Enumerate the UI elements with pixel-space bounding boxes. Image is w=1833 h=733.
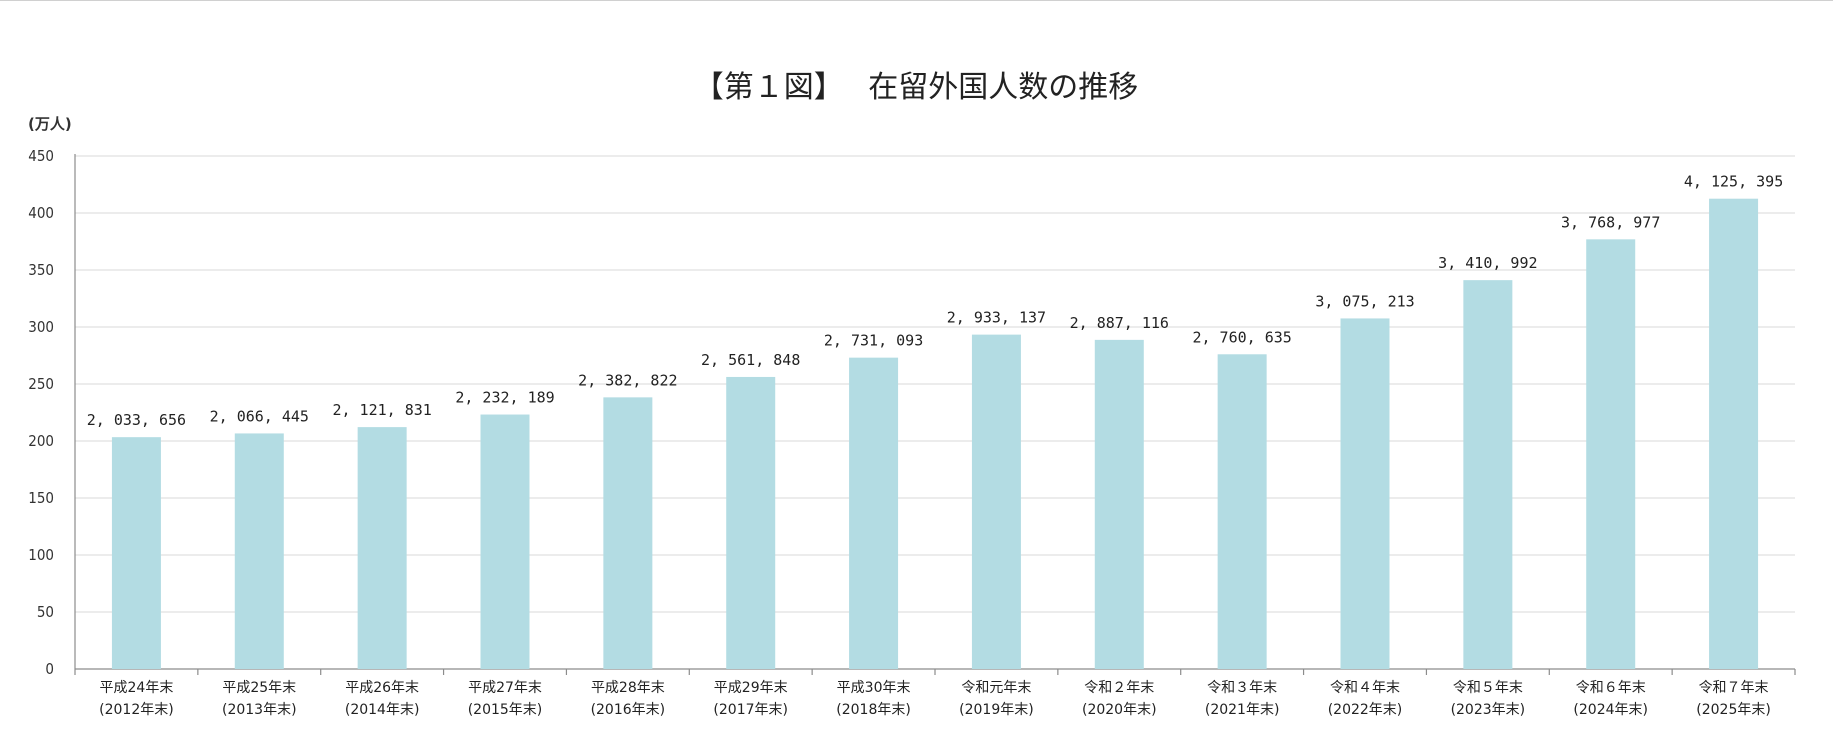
bar	[357, 427, 407, 669]
x-tick-label: 平成29年末	[714, 680, 788, 696]
y-tick-label: 150	[28, 489, 54, 507]
bar	[1340, 318, 1390, 669]
data-label: 2, 033, 656	[87, 411, 186, 429]
data-label: 2, 066, 445	[210, 407, 309, 425]
bar	[603, 397, 653, 669]
chart-title: 【第１図】 在留外国人数の推移	[694, 70, 1139, 105]
data-label: 2, 382, 822	[578, 371, 677, 389]
data-label: 2, 121, 831	[332, 401, 431, 419]
y-tick-label: 200	[28, 432, 54, 450]
x-tick-label-year: (2023年末)	[1451, 702, 1526, 718]
y-tick-label: 100	[28, 546, 54, 564]
bar	[1094, 339, 1144, 669]
x-tick-label-year: (2014年末)	[345, 702, 420, 718]
x-tick-label: 平成26年末	[345, 680, 419, 696]
y-tick-label: 350	[28, 261, 54, 279]
bar	[1217, 354, 1267, 669]
bar	[480, 414, 530, 669]
data-label: 4, 125, 395	[1684, 173, 1783, 191]
data-label: 2, 731, 093	[824, 332, 923, 350]
bar	[849, 357, 899, 669]
data-label: 3, 075, 213	[1315, 292, 1414, 310]
y-tick-label: 250	[28, 375, 54, 393]
bar	[234, 433, 284, 669]
x-tick-label: 令和４年末	[1330, 680, 1400, 696]
data-label: 3, 768, 977	[1561, 213, 1660, 231]
x-tick-label-year: (2021年末)	[1205, 702, 1280, 718]
y-tick-label: 400	[28, 204, 54, 222]
x-tick-label: 平成28年末	[591, 680, 665, 696]
bar	[1586, 239, 1636, 670]
bar	[1463, 280, 1513, 669]
x-tick-label-year: (2016年末)	[591, 702, 666, 718]
x-tick-label-year: (2012年末)	[99, 702, 174, 718]
data-label: 2, 760, 635	[1192, 328, 1291, 346]
x-tick-label: 平成27年末	[468, 680, 542, 696]
y-tick-label: 0	[45, 660, 54, 678]
x-tick-label: 平成24年末	[100, 680, 174, 696]
x-tick-label: 令和３年末	[1207, 680, 1277, 696]
x-tick-label-year: (2024年末)	[1573, 702, 1648, 718]
data-label: 3, 410, 992	[1438, 254, 1537, 272]
bar	[971, 334, 1021, 669]
y-tick-label: 50	[37, 603, 54, 621]
x-tick-label-year: (2019年末)	[959, 702, 1034, 718]
x-tick-label: 令和７年末	[1699, 680, 1769, 696]
y-tick-label: 300	[28, 318, 54, 336]
bar	[1709, 198, 1759, 670]
x-tick-label: 令和６年末	[1576, 680, 1646, 696]
x-tick-label-year: (2013年末)	[222, 702, 297, 718]
bar	[726, 376, 776, 669]
x-tick-label: 令和５年末	[1453, 680, 1523, 696]
x-tick-label-year: (2022年末)	[1328, 702, 1403, 718]
x-tick-label: 平成30年末	[837, 680, 911, 696]
data-label: 2, 232, 189	[455, 389, 554, 407]
x-tick-label-year: (2018年末)	[836, 702, 911, 718]
bar	[111, 437, 161, 669]
x-tick-label-year: (2020年末)	[1082, 702, 1157, 718]
x-tick-label-year: (2017年末)	[713, 702, 788, 718]
data-label: 2, 887, 116	[1070, 314, 1169, 332]
y-axis-unit-label: (万人)	[28, 115, 72, 133]
x-tick-label: 平成25年末	[222, 680, 296, 696]
data-label: 2, 561, 848	[701, 351, 800, 369]
data-label: 2, 933, 137	[947, 309, 1046, 327]
y-tick-label: 450	[28, 147, 54, 165]
x-tick-label: 令和２年末	[1084, 680, 1154, 696]
x-tick-label-year: (2025年末)	[1696, 702, 1771, 718]
x-tick-label: 令和元年末	[961, 680, 1031, 696]
x-tick-label-year: (2015年末)	[468, 702, 543, 718]
